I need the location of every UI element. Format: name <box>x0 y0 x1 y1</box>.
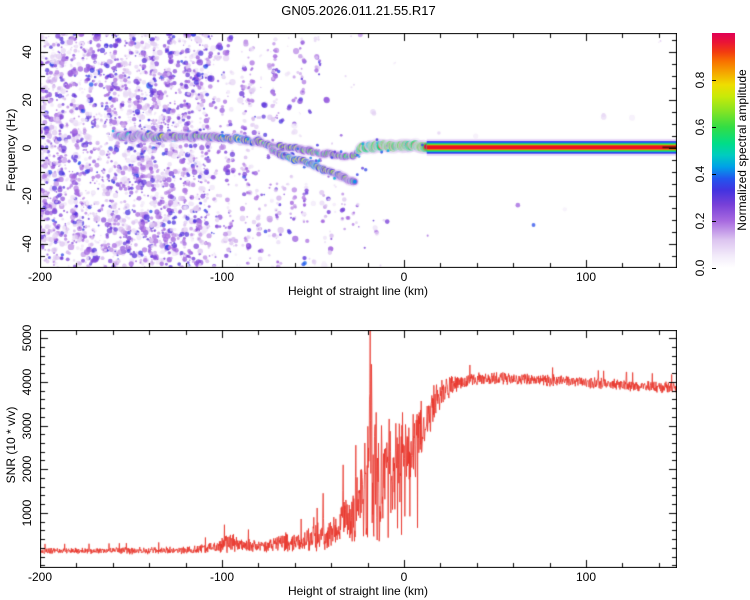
snr-ytick-label: 5000 <box>20 324 34 352</box>
colorbar-label: Normalized spectral amplitude <box>735 69 749 231</box>
spectrogram-ytick-label: 40 <box>20 45 34 59</box>
snr-ytick-label: 1000 <box>20 499 34 527</box>
snr-plot <box>40 330 677 568</box>
snr-xlabel: Height of straight line (km) <box>287 584 429 598</box>
snr-ytick-label: 2000 <box>20 455 34 483</box>
snr-xtick-label: -100 <box>209 570 235 584</box>
spectrogram-plot <box>40 33 677 268</box>
snr-xtick-label: 0 <box>400 570 408 584</box>
spectrogram-ytick-label: -20 <box>20 187 34 205</box>
spectrogram-xlabel: Height of straight line (km) <box>287 284 429 298</box>
spectrogram-ytick-label: -40 <box>20 235 34 253</box>
colorbar-tick-mark <box>712 80 716 81</box>
spectrogram-ytick-label: 20 <box>20 93 34 107</box>
snr-ytick-label: 4000 <box>20 368 34 396</box>
spectrogram-ytick-label: 0 <box>20 144 34 152</box>
snr-xtick-label: -200 <box>27 570 53 584</box>
spectrogram-xtick-label: 0 <box>400 270 408 284</box>
colorbar <box>712 33 735 268</box>
colorbar-tick-mark <box>712 174 716 175</box>
spectrogram-xtick-label: -100 <box>209 270 235 284</box>
spectrogram-xtick-label: -200 <box>27 270 53 284</box>
spectrogram-ylabel: Frequency (Hz) <box>4 108 18 192</box>
colorbar-tick-mark <box>712 268 716 269</box>
figure-title: GN05.2026.011.21.55.R17 <box>281 3 436 18</box>
spectrogram-xtick-label: 100 <box>575 270 597 284</box>
colorbar-tick-label: 0.2 <box>693 212 707 230</box>
colorbar-tick-mark <box>712 221 716 222</box>
snr-ytick-label: 3000 <box>20 412 34 439</box>
colorbar-tick-label: 0.6 <box>693 118 707 136</box>
colorbar-tick-label: 0.8 <box>693 71 707 89</box>
snr-xtick-label: 100 <box>575 570 597 584</box>
snr-ylabel: SNR (10 * v/v) <box>4 406 18 484</box>
colorbar-tick-label: 0.0 <box>693 259 707 277</box>
colorbar-tick-label: 0.4 <box>693 165 707 183</box>
colorbar-tick-mark <box>712 127 716 128</box>
